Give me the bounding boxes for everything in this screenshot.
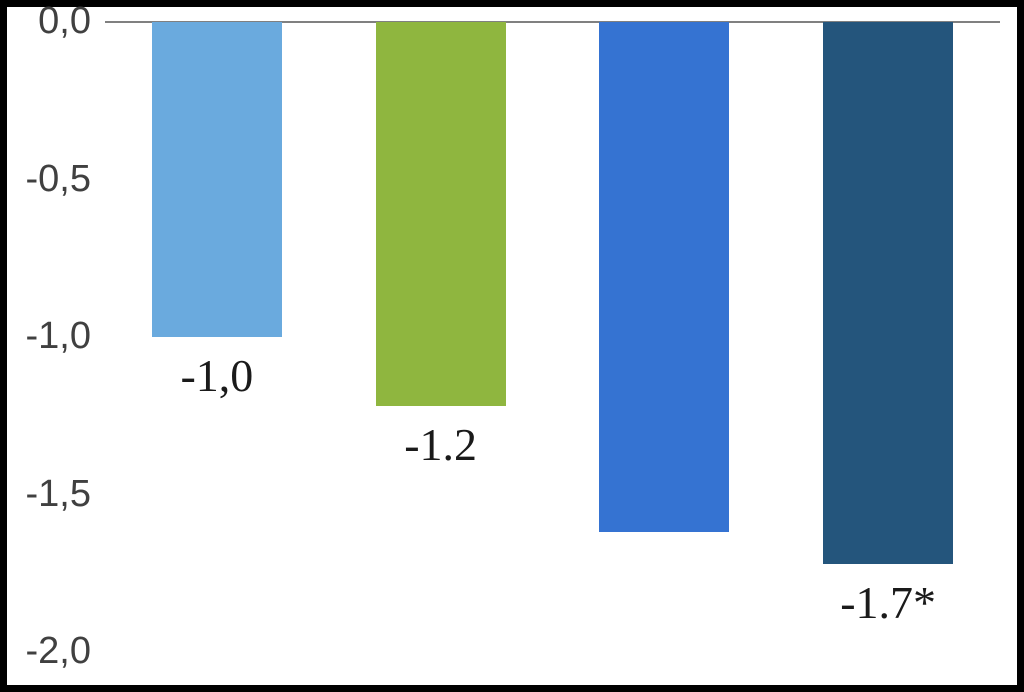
bar [376, 22, 506, 406]
bar [599, 22, 729, 532]
plot-area: -1,0-1.2 -1.7* [105, 22, 1000, 652]
y-tick-label: 0,0 [7, 0, 91, 43]
y-tick-label: -1,0 [7, 315, 91, 358]
bar [823, 22, 953, 564]
bar-value-label: -1.2 [329, 418, 553, 471]
bar [152, 22, 282, 337]
chart-frame: -1,0-1.2-1.7* 0,0-0,5-1,0-1,5-2,0 [0, 0, 1024, 692]
y-tick-label: -1,5 [7, 473, 91, 516]
bar-value-label: -1.7* [776, 576, 1000, 629]
y-tick-label: -0,5 [7, 158, 91, 201]
y-tick-label: -2,0 [7, 630, 91, 673]
bar-value-label: -1,0 [105, 349, 329, 402]
